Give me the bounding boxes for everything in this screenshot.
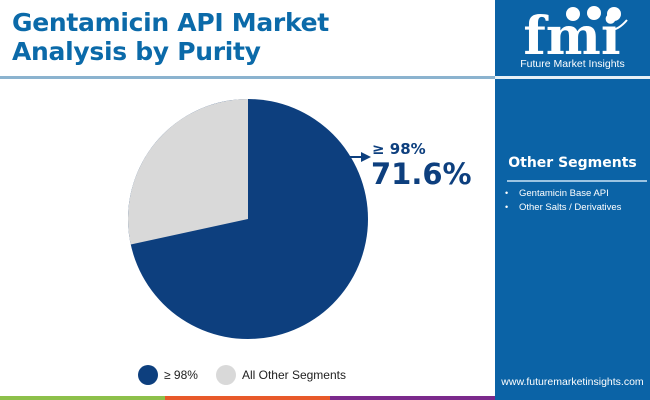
footer-bar-green [0, 396, 165, 400]
legend-item-98-percent[interactable]: ≥ 98% [138, 365, 198, 385]
brand-panel: fmi Future Market Insights Other Segment… [495, 0, 650, 400]
bullet-icon: • [505, 202, 509, 212]
list-item: • Gentamicin Base API [505, 188, 609, 199]
arrow-right-icon [343, 152, 371, 162]
logo-text: Future Market Insights [520, 58, 625, 70]
logo-divider [495, 76, 650, 79]
list-item: • Other Salts / Derivatives [505, 202, 622, 213]
footer-bar-purple [330, 396, 495, 400]
legend-label: ≥ 98% [164, 368, 198, 382]
other-segments-list: • Gentamicin Base API • Other Salts / Deri… [505, 186, 621, 214]
pie-chart [128, 99, 368, 339]
website-link[interactable]: www.futuremarketinsights.com [501, 376, 644, 388]
other-segments-divider [507, 180, 647, 182]
legend-swatch-icon [138, 365, 158, 385]
fmi-logo[interactable]: fmi Future Market Insights [495, 0, 650, 80]
fmi-logo-icon: fmi [523, 6, 628, 67]
callout-value: 71.6% [371, 157, 472, 191]
legend-label: All Other Segments [241, 368, 346, 382]
callout-label: ≥ 98% [372, 140, 426, 158]
chart-legend: ≥ 98% All Other Segments [138, 364, 364, 386]
page-title: Gentamicin API Market Analysis by Purity [12, 8, 329, 66]
legend-item-all-other-segments[interactable]: All Other Segments [215, 365, 346, 385]
legend-swatch-icon [215, 365, 236, 385]
other-segments-title: Other Segments [508, 155, 637, 171]
footer-bar-orange [165, 396, 330, 400]
title-divider [0, 76, 495, 79]
bullet-icon: • [505, 188, 509, 198]
pie-slice-all-other-segments [128, 99, 248, 245]
